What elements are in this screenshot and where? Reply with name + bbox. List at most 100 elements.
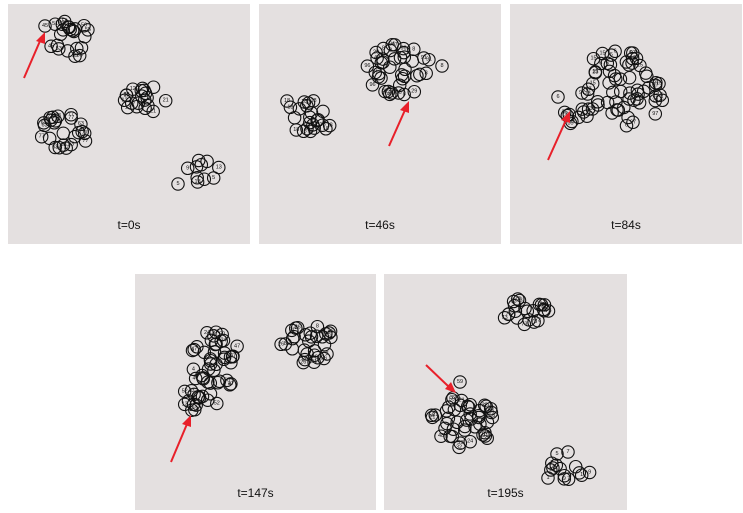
agent-label: 35 [567, 120, 573, 126]
agent-node: 77 [59, 141, 73, 155]
agent-node [300, 99, 314, 113]
agent-label: 10 [129, 100, 135, 106]
agent-label: 91 [426, 57, 432, 63]
agent-node: 18 [322, 118, 337, 133]
agent-label: 55 [72, 53, 78, 59]
agent-label: 7 [567, 476, 570, 482]
agent-node: 96 [365, 78, 380, 92]
time-label: t=46s [365, 218, 395, 232]
agent-node: 6 [619, 118, 634, 133]
agent-label: 73 [502, 315, 508, 321]
agent-node: 8 [435, 59, 449, 73]
agent-label: 6 [661, 97, 664, 103]
agent-label: 63 [78, 121, 84, 127]
agent-node: 58 [485, 410, 500, 425]
agent-node: 50 [220, 373, 234, 388]
agent-node [630, 83, 645, 98]
agent-label: 8 [412, 46, 415, 52]
agent-label: 18 [287, 104, 293, 110]
time-label: t=84s [611, 218, 641, 232]
agent-label: 25 [484, 435, 490, 441]
agent-node: 8 [322, 326, 336, 340]
agent-node [302, 334, 316, 348]
agent-label: 55 [77, 53, 83, 59]
agent-node [393, 50, 408, 65]
agent-node: 29 [407, 84, 422, 99]
agent-node: 47 [226, 349, 240, 363]
agent-label: 9 [588, 470, 591, 476]
agent-label: 97 [653, 80, 659, 86]
agent-label: 59 [488, 410, 494, 416]
agent-label: 26 [300, 360, 306, 366]
agent-label: 63 [56, 145, 62, 151]
agent-node [138, 101, 152, 116]
agent-node: 6 [551, 90, 565, 104]
agent-node [211, 375, 225, 390]
panel-t147: 4 24 50 47 24 47 4 47 4 4 24 47 50 4 47 13 52 13 52 52 13 26 8… [135, 274, 376, 510]
agent-label: 29 [385, 89, 391, 95]
swarm-plot: 9762369715972315615972315697623156156159… [547, 44, 670, 161]
agent-label: 35 [562, 109, 568, 115]
time-label: t=0s [117, 218, 141, 232]
agent-label: 21 [482, 433, 488, 439]
agent-label: 8 [425, 70, 428, 76]
agent-label: 8 [316, 324, 319, 330]
time-label: t=147s [237, 486, 274, 500]
agent-label: 96 [396, 90, 402, 96]
agent-node: 97 [575, 86, 589, 100]
agent-node [203, 387, 218, 401]
agent-node [636, 84, 651, 99]
agent-node [304, 106, 319, 120]
agent-node: 32 [452, 440, 466, 455]
agent-label: 35 [569, 119, 575, 125]
agent-node [508, 304, 523, 318]
agent-node [200, 393, 215, 407]
agent-label: 15 [657, 92, 663, 98]
agent-label: 18 [310, 98, 316, 104]
agent-label: 47 [228, 381, 234, 387]
agent-label: 18 [284, 98, 290, 104]
agent-node: 52 [177, 384, 192, 399]
agent-label: 25 [488, 406, 494, 412]
agent-label: 53 [56, 46, 62, 52]
agent-node: 24 [200, 326, 214, 340]
agent-node: 47 [187, 342, 201, 357]
agent-label: 13 [182, 401, 188, 407]
agent-label: 96 [369, 82, 375, 88]
agent-node [603, 57, 618, 72]
agent-node [462, 400, 476, 415]
agent-node [576, 105, 591, 119]
agent-node [640, 69, 654, 84]
agent-node [317, 337, 332, 352]
panel-t46: 18 18 18 18 18 18 18 18 18 18 18 8 91 96 29 47 96 8 29 47 91… [259, 4, 501, 244]
agent-node: 91 [417, 51, 431, 65]
agent-node [67, 24, 81, 39]
agent-label: 18 [301, 99, 307, 105]
agent-label: 59 [457, 379, 463, 385]
agent-label: 21 [429, 414, 435, 420]
agent-label: 4 [212, 333, 215, 339]
agent-node [71, 125, 86, 140]
agent-node: 47 [378, 84, 392, 99]
agent-node: 13 [212, 160, 226, 175]
agent-node: 21 [478, 429, 493, 443]
agent-node: 55 [72, 48, 87, 63]
agent-label: 10 [123, 92, 129, 98]
agent-label: 15 [656, 81, 662, 87]
agent-label: 8 [284, 341, 287, 347]
agent-label: 15 [599, 51, 605, 57]
agent-label: 7 [550, 460, 553, 466]
agent-node [611, 103, 626, 117]
agent-node [191, 153, 206, 168]
agent-node: 47 [230, 339, 244, 354]
agent-node [42, 131, 57, 146]
agent-label: 96 [389, 42, 395, 48]
agent-label: 21 [459, 398, 465, 404]
agent-node: 25 [480, 431, 494, 445]
agent-node [47, 116, 62, 130]
agent-label: 5 [176, 181, 179, 187]
agent-node: 91 [368, 65, 383, 80]
agent-node [78, 29, 92, 44]
agent-node: 73 [497, 311, 512, 325]
